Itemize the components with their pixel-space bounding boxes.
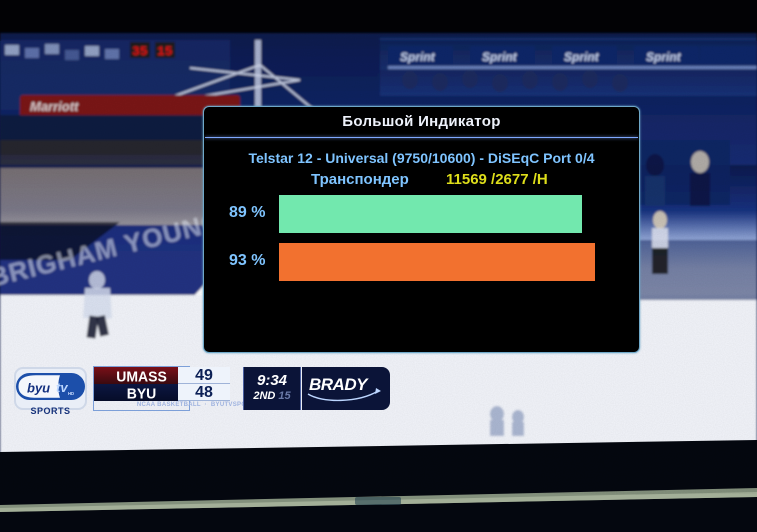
svg-text:BRADY: BRADY <box>309 375 369 394</box>
svg-text:tv: tv <box>56 380 68 395</box>
svg-text:byu: byu <box>27 381 50 396</box>
svg-text:HD: HD <box>68 391 74 396</box>
